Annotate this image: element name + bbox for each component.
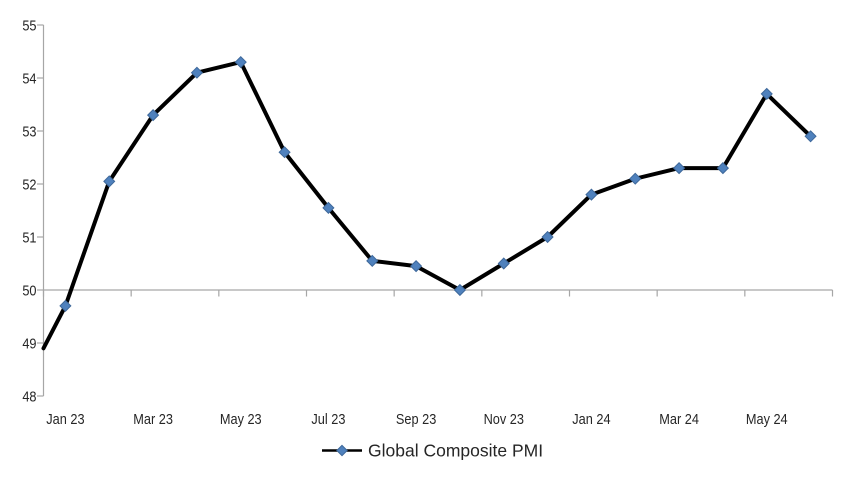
x-tick-label: Jan 23 bbox=[46, 410, 84, 427]
y-tick-label-group: 50 bbox=[22, 281, 36, 298]
x-tick-label: Jul 23 bbox=[311, 410, 345, 427]
y-tick-label: 49 bbox=[22, 334, 36, 351]
x-tick-label: Mar 23 bbox=[133, 410, 173, 427]
y-tick-label: 48 bbox=[22, 387, 36, 404]
y-tick-label: 51 bbox=[22, 228, 36, 245]
pmi-data-marker bbox=[234, 55, 247, 69]
x-tick-label-group: Jan 24 bbox=[572, 410, 610, 427]
legend: Global Composite PMI bbox=[322, 441, 543, 461]
y-tick-label: 54 bbox=[22, 69, 36, 86]
pmi-data-marker bbox=[409, 260, 423, 273]
legend-diamond-icon bbox=[336, 444, 348, 457]
pmi-data-marker bbox=[760, 87, 773, 101]
pmi-data-marker bbox=[453, 283, 467, 297]
y-tick-label: 52 bbox=[22, 175, 36, 192]
pmi-data-marker bbox=[103, 175, 116, 188]
x-tick-label: Nov 23 bbox=[484, 410, 525, 427]
pmi-data-marker bbox=[541, 230, 554, 244]
x-tick-label-group: Mar 24 bbox=[659, 410, 699, 427]
y-tick-label-group: 55 bbox=[22, 16, 36, 33]
x-tick-label: Mar 24 bbox=[659, 410, 699, 427]
y-tick-label-group: 54 bbox=[22, 69, 36, 86]
x-tick-label-group: May 24 bbox=[746, 410, 788, 427]
plot-area: 48 49 50 51 52 53 54 55 Jan 23 Mar 23 May 23 Jul 23… bbox=[22, 16, 834, 427]
y-tick-label-group: 49 bbox=[22, 334, 36, 351]
y-tick-label-group: 48 bbox=[22, 387, 36, 404]
y-tick-label-group: 51 bbox=[22, 228, 36, 245]
pmi-data-marker bbox=[716, 161, 730, 175]
x-tick-label-group: Sep 23 bbox=[396, 410, 437, 427]
x-tick-label-group: Nov 23 bbox=[484, 410, 525, 427]
x-tick-label-group: Mar 23 bbox=[133, 410, 173, 427]
pmi-data-marker bbox=[190, 66, 204, 79]
pmi-data-marker bbox=[672, 161, 686, 175]
x-tick-label: May 24 bbox=[746, 410, 788, 427]
y-tick-label-group: 52 bbox=[22, 175, 36, 192]
pmi-data-marker bbox=[497, 257, 510, 270]
pmi-data-marker bbox=[322, 201, 335, 214]
x-tick-label-group: May 23 bbox=[220, 410, 262, 427]
pmi-data-marker bbox=[629, 172, 642, 185]
legend-label: Global Composite PMI bbox=[368, 441, 543, 461]
x-tick-label: Sep 23 bbox=[396, 410, 437, 427]
pmi-data-marker bbox=[146, 108, 160, 122]
y-tick-label: 55 bbox=[22, 16, 36, 33]
x-tick-label-group: Jul 23 bbox=[311, 410, 345, 427]
y-tick-label: 53 bbox=[22, 122, 36, 139]
x-tick-label: Jan 24 bbox=[572, 410, 610, 427]
x-tick-label: May 23 bbox=[220, 410, 262, 427]
pmi-data-marker bbox=[278, 146, 291, 159]
pmi-data-marker bbox=[585, 188, 598, 201]
x-tick-label-group: Jan 23 bbox=[46, 410, 84, 427]
y-tick-label: 50 bbox=[22, 281, 36, 298]
pmi-series-line bbox=[41, 60, 813, 351]
pmi-data-marker bbox=[804, 130, 817, 143]
y-tick-label-group: 53 bbox=[22, 122, 36, 139]
pmi-data-marker bbox=[59, 299, 72, 313]
pmi-data-marker bbox=[366, 254, 379, 267]
